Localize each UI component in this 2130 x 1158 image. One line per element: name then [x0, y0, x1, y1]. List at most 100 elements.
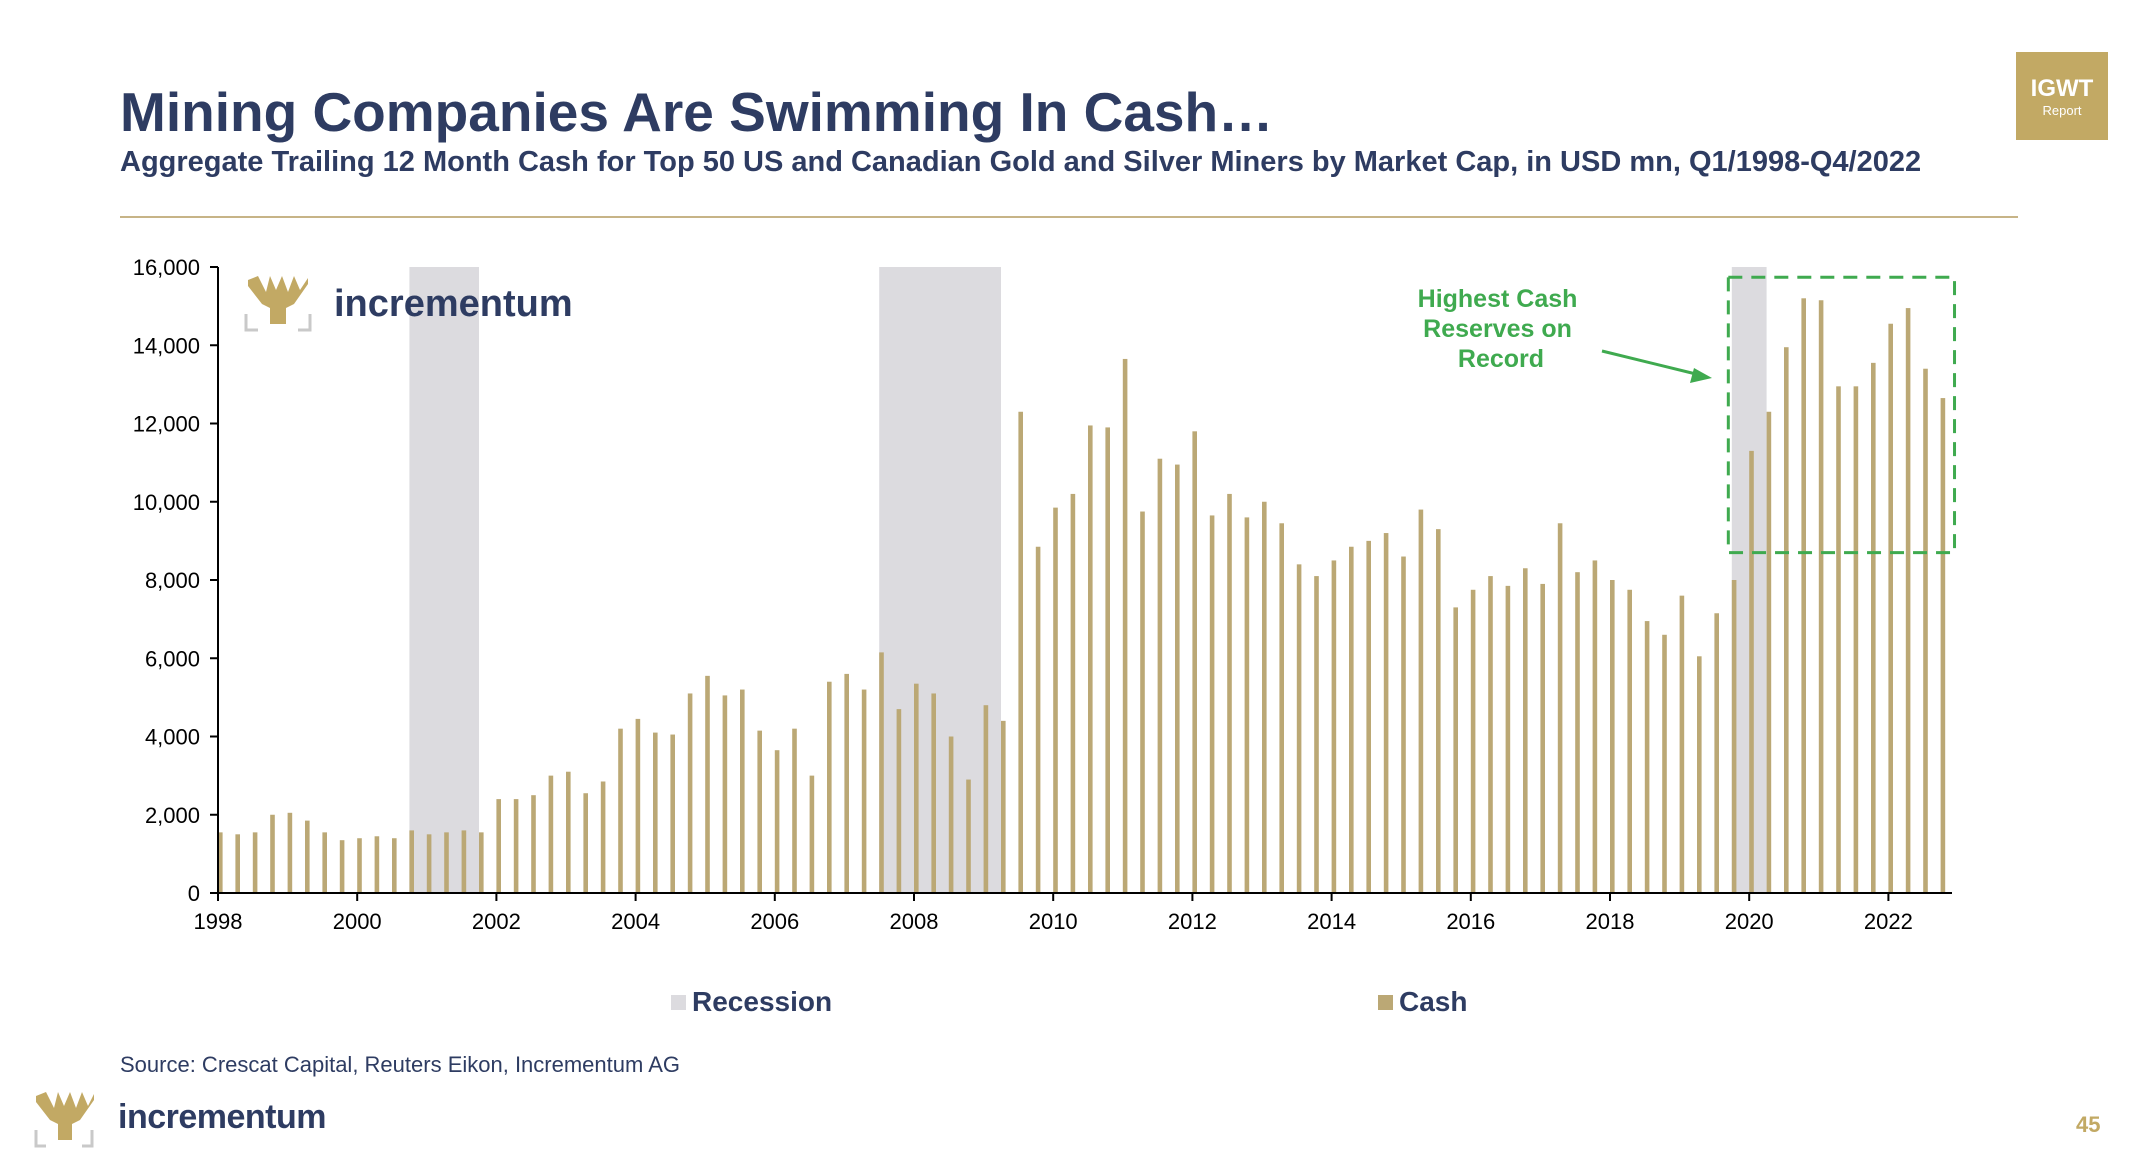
- cash-bar: [357, 838, 362, 893]
- cash-bar: [1801, 298, 1806, 893]
- cash-bar: [1853, 386, 1859, 893]
- x-tick-label: 2010: [1029, 909, 1078, 934]
- legend-cash-swatch: [1378, 995, 1393, 1010]
- x-tick-label: 1998: [194, 909, 243, 934]
- cash-bar: [757, 730, 762, 893]
- cash-bar: [1679, 595, 1685, 893]
- cash-bar: [687, 693, 693, 893]
- cash-bar: [1836, 386, 1841, 893]
- cash-bar: [548, 775, 554, 893]
- y-tick-label: 4,000: [145, 725, 200, 750]
- x-tick-label: 2022: [1864, 909, 1913, 934]
- cash-bar: [496, 799, 501, 893]
- x-tick-label: 2000: [333, 909, 382, 934]
- cash-bar: [531, 795, 536, 893]
- badge-main-text: IGWT: [2030, 75, 2094, 102]
- cash-bar: [479, 832, 484, 893]
- cash-bar: [461, 830, 467, 893]
- annotation-arrow: [1601, 349, 1701, 377]
- igwt-report-badge: IGWT Report: [2016, 52, 2108, 140]
- y-tick-label: 14,000: [133, 333, 200, 358]
- cash-bar: [322, 832, 327, 893]
- cash-bar: [600, 781, 606, 893]
- x-tick-label: 2020: [1725, 909, 1774, 934]
- page-number: 45: [2076, 1112, 2101, 1137]
- y-tick-label: 6,000: [145, 646, 200, 671]
- cash-bar: [879, 652, 884, 893]
- cash-bar: [1453, 607, 1458, 893]
- svg-text:Highest Cash Reserves on: Highest Cash Reserves on Record: [1418, 285, 1585, 373]
- title-divider: [120, 216, 2018, 218]
- chart-watermark-logo: incrementum: [244, 276, 573, 332]
- cash-bar: [827, 681, 832, 893]
- cash-bar: [1140, 511, 1145, 893]
- cash-bar: [1470, 589, 1476, 893]
- cash-bar: [1523, 568, 1528, 893]
- cash-bar: [426, 834, 432, 893]
- badge-sub-text: Report: [2042, 103, 2082, 118]
- cash-bar: [1818, 300, 1824, 894]
- source-note: Source: Crescat Capital, Reuters Eikon, …: [120, 1052, 681, 1077]
- cash-bar: [1610, 580, 1615, 893]
- cash-bar: [1592, 560, 1598, 893]
- cash-bar: [374, 836, 380, 893]
- cash-bar: [1209, 515, 1215, 893]
- tree-logo-icon: [244, 276, 312, 332]
- cash-bar: [1923, 368, 1928, 894]
- cash-bar: [1366, 540, 1371, 893]
- cash-bar: [287, 812, 293, 893]
- legend-recession-label: Recession: [692, 986, 832, 1017]
- cash-bar: [774, 750, 780, 893]
- cash-bar: [1262, 501, 1267, 893]
- footer-tree-logo-icon: [34, 1092, 94, 1148]
- cash-bar: [966, 779, 971, 893]
- cash-bar: [1731, 580, 1737, 893]
- cash-bar: [566, 771, 571, 893]
- cash-bar: [1279, 523, 1284, 893]
- cash-bar: [1244, 517, 1250, 893]
- cash-bar: [339, 840, 345, 893]
- x-tick-label: 2004: [611, 909, 660, 934]
- cash-bar: [1122, 358, 1128, 894]
- legend-recession-swatch: [671, 995, 686, 1010]
- chart-logo-text: incrementum: [334, 283, 573, 325]
- cash-bar: [1540, 583, 1545, 893]
- page-subtitle: Aggregate Trailing 12 Month Cash for Top…: [120, 146, 1922, 178]
- footer-brand-name: incrementum: [118, 1098, 327, 1136]
- cash-bar: [444, 832, 449, 893]
- cash-bar: [983, 705, 989, 893]
- cash-bar: [1192, 431, 1197, 893]
- cash-bar: [722, 695, 728, 893]
- y-tick-label: 8,000: [145, 568, 200, 593]
- cash-bar: [305, 820, 310, 893]
- cash-bar: [1871, 362, 1876, 893]
- annotation-line-3: Record: [1458, 345, 1544, 373]
- cash-bar: [1383, 533, 1389, 893]
- x-tick-label: 2012: [1168, 909, 1217, 934]
- cash-bar: [861, 689, 867, 893]
- annotation-line-2: Reserves on: [1423, 315, 1572, 343]
- cash-bar: [1697, 656, 1702, 893]
- cash-bar: [513, 799, 519, 893]
- cash-bar: [235, 834, 240, 893]
- cash-bar: [740, 689, 745, 893]
- cash-bar: [948, 736, 954, 893]
- cash-bar: [896, 709, 902, 893]
- cash-bar: [270, 814, 275, 893]
- cash-bar: [1070, 493, 1076, 893]
- cash-bar: [1436, 529, 1441, 893]
- cash-bar: [1662, 634, 1667, 893]
- cash-bar: [1053, 507, 1058, 893]
- cash-bar: [1001, 720, 1006, 893]
- x-tick-label: 2018: [1586, 909, 1635, 934]
- cash-bar: [1749, 450, 1754, 893]
- cash-bar: [914, 683, 919, 893]
- cash-bar: [1905, 308, 1911, 893]
- cash-bar: [1627, 589, 1632, 893]
- cash-bar: [931, 693, 936, 893]
- cash-bar: [1175, 464, 1180, 893]
- cash-bar: [844, 673, 849, 893]
- chart-legend: Recession Cash: [671, 986, 1467, 1017]
- cash-bar: [1331, 560, 1337, 893]
